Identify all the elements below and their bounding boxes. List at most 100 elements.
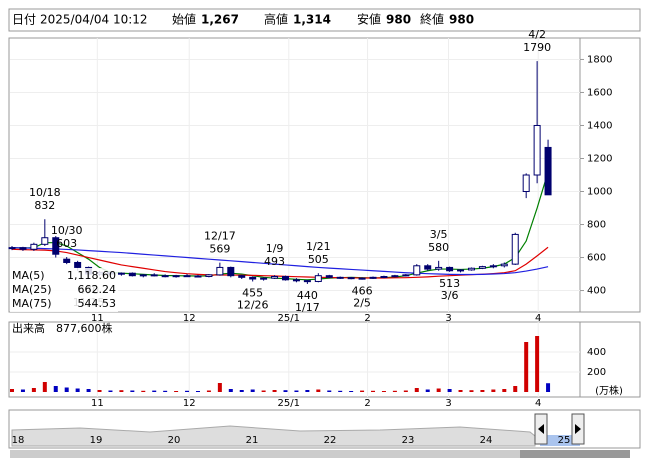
volume-bar bbox=[414, 388, 419, 392]
volume-bar bbox=[130, 390, 135, 392]
quote-date: 2025/04/04 10:12 bbox=[40, 13, 148, 27]
candle-body bbox=[194, 275, 202, 278]
volume-bar bbox=[97, 390, 102, 392]
scroll-thumb[interactable] bbox=[520, 450, 630, 458]
y-tick-label: 800 bbox=[587, 220, 606, 231]
volume-bar bbox=[250, 389, 255, 392]
candle-body bbox=[358, 277, 366, 280]
volume-bar bbox=[108, 390, 113, 392]
volume-bar bbox=[64, 387, 69, 392]
volume-bar bbox=[185, 390, 190, 392]
volume-bar bbox=[502, 389, 507, 392]
x-tick-label: 12 bbox=[183, 313, 196, 324]
candle-body bbox=[303, 280, 311, 283]
volume-bar bbox=[152, 390, 157, 392]
nav-label: 19 bbox=[90, 435, 103, 446]
quote-value: 980 bbox=[386, 13, 411, 27]
candle-body bbox=[380, 276, 388, 279]
candle-body bbox=[74, 261, 82, 268]
candle-body bbox=[544, 146, 552, 196]
x-tick-label: 2 bbox=[364, 313, 370, 324]
scrollbar[interactable] bbox=[10, 450, 520, 458]
volume-title: 出来高 bbox=[12, 321, 45, 335]
legend-box bbox=[10, 268, 118, 312]
volume-bar bbox=[524, 342, 529, 392]
volume-bar bbox=[195, 391, 200, 392]
annotation-value: 466 bbox=[352, 285, 373, 298]
volume-bar bbox=[381, 391, 386, 392]
annotation-date: 3/5 bbox=[430, 228, 448, 241]
volume-bar bbox=[425, 389, 430, 392]
nav-label: 23 bbox=[402, 435, 415, 446]
volume-bar bbox=[283, 390, 288, 392]
volume-bar bbox=[119, 390, 124, 392]
volume-bar bbox=[174, 391, 179, 392]
annotation-value: 832 bbox=[34, 199, 55, 212]
candle-body bbox=[271, 276, 279, 279]
candle-body bbox=[533, 124, 541, 176]
quote-label: 終値 bbox=[420, 12, 444, 27]
candle-body bbox=[369, 276, 377, 279]
nav-label: 24 bbox=[480, 435, 493, 446]
candle-body bbox=[216, 266, 224, 276]
y-tick-label: 600 bbox=[587, 253, 606, 264]
volume-bar bbox=[272, 390, 277, 392]
quote-bar bbox=[8, 8, 641, 32]
candle-body bbox=[292, 279, 300, 282]
y-tick-label: 1400 bbox=[587, 120, 612, 131]
x-tick-label: 12 bbox=[183, 398, 196, 409]
ma-line bbox=[11, 247, 549, 276]
candle-body bbox=[260, 277, 268, 280]
candle-body bbox=[446, 266, 454, 272]
candle-body bbox=[150, 274, 158, 277]
legend-label: MA(5) bbox=[12, 269, 45, 282]
candle-body bbox=[52, 237, 60, 255]
volume-bar bbox=[469, 390, 474, 392]
y-tick-label: 1600 bbox=[587, 87, 612, 98]
volume-bar bbox=[480, 390, 485, 392]
y-tick-label: 1200 bbox=[587, 153, 612, 164]
candle-body bbox=[511, 233, 519, 265]
x-tick-label: 11 bbox=[91, 313, 104, 324]
annotation-date: 4/2 bbox=[528, 28, 546, 41]
candle-body bbox=[249, 276, 257, 280]
volume-bar bbox=[349, 391, 354, 392]
volume-bar bbox=[436, 388, 441, 392]
quote-value: 980 bbox=[449, 13, 474, 27]
volume-bar bbox=[546, 383, 551, 392]
candle-body bbox=[19, 247, 27, 250]
candle-body bbox=[227, 266, 235, 277]
volume-bar bbox=[228, 389, 233, 392]
candle-body bbox=[467, 267, 475, 271]
annotation-date: 2/5 bbox=[353, 297, 371, 310]
volume-bar bbox=[217, 383, 222, 392]
annotation-date: 10/30 bbox=[51, 224, 83, 237]
navigator-window[interactable] bbox=[540, 435, 580, 446]
candle-body bbox=[402, 274, 410, 277]
candle-body bbox=[8, 247, 16, 250]
annotation-value: 455 bbox=[242, 286, 263, 299]
x-tick-label: 3 bbox=[445, 398, 451, 409]
y-tick-label: 1800 bbox=[587, 54, 612, 65]
volume-last: 877,600株 bbox=[56, 321, 113, 335]
candle-body bbox=[41, 237, 49, 245]
candle-body bbox=[63, 258, 71, 263]
volume-bar bbox=[447, 389, 452, 392]
x-tick-label: 11 bbox=[91, 398, 104, 409]
candle-body bbox=[128, 272, 136, 277]
annotation-date: 1/9 bbox=[266, 242, 284, 255]
annotation-value: 513 bbox=[439, 277, 460, 290]
volume-bar bbox=[20, 389, 25, 392]
legend-value: 544.53 bbox=[78, 297, 117, 310]
y-tick-label: 400 bbox=[587, 347, 606, 358]
candle-body bbox=[161, 275, 169, 278]
annotation-date: 12/17 bbox=[204, 230, 236, 243]
annotation-value: 603 bbox=[56, 237, 77, 250]
nav-label: 20 bbox=[168, 435, 181, 446]
nav-label: 25 bbox=[558, 435, 571, 446]
quote-label: 高値 bbox=[264, 12, 288, 27]
candle-body bbox=[336, 276, 344, 279]
legend-label: MA(25) bbox=[12, 283, 52, 296]
nav-label: 22 bbox=[324, 435, 337, 446]
